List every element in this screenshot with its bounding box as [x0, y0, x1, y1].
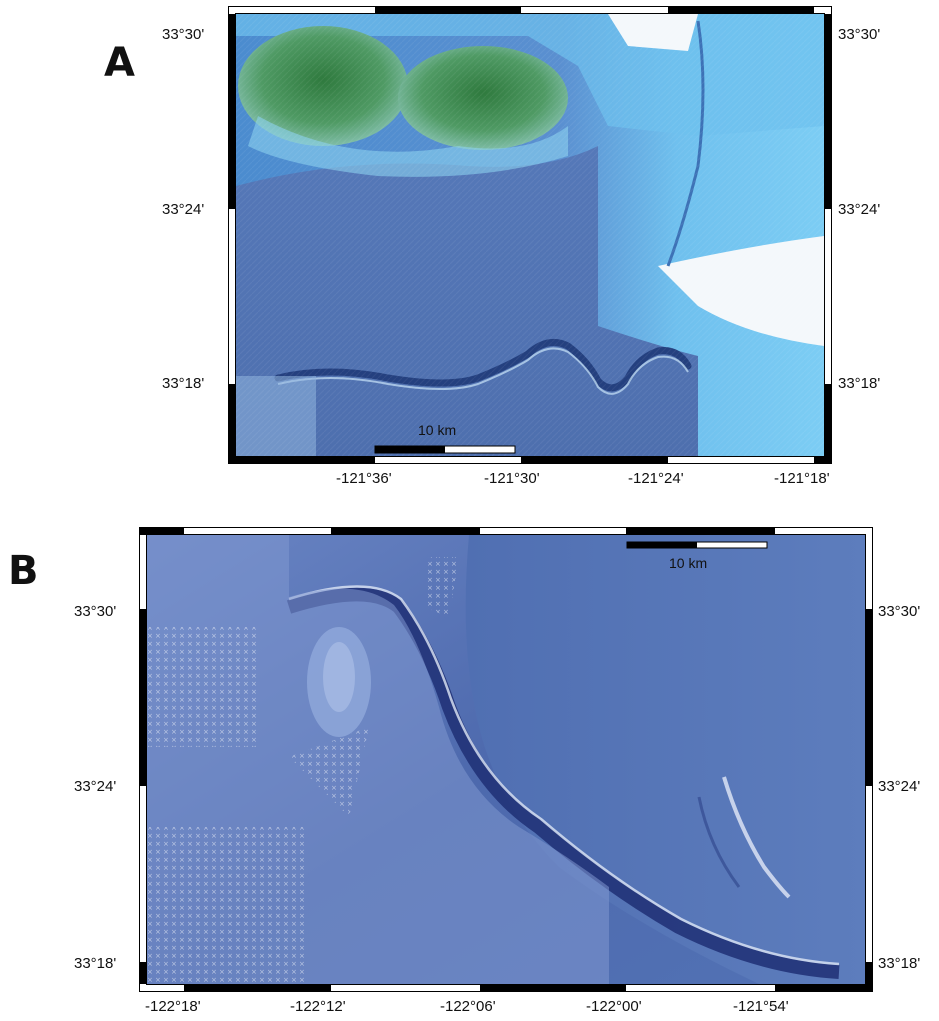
lat-tick-b-left-1: 33°30'	[74, 603, 117, 620]
lat-tick-b-right-2: 33°24'	[878, 778, 921, 795]
panel-a-label: A	[104, 40, 135, 86]
lon-tick-a-4: -121°18'	[774, 470, 830, 487]
lat-tick-a-left-3: 33°18'	[162, 375, 205, 392]
lon-tick-b-2: -122°12'	[290, 998, 346, 1015]
lat-tick-a-right-2: 33°24'	[838, 201, 881, 218]
lat-tick-b-left-2: 33°24'	[74, 778, 117, 795]
lat-tick-b-left-3: 33°18'	[74, 955, 117, 972]
lon-tick-b-5: -121°54'	[733, 998, 789, 1015]
lat-tick-a-right-3: 33°18'	[838, 375, 881, 392]
panel-b-label: B	[8, 548, 39, 594]
lon-tick-b-1: -122°18'	[145, 998, 201, 1015]
lon-tick-a-3: -121°24'	[628, 470, 684, 487]
map-panel-a[interactable]: 10 km	[228, 6, 832, 464]
lat-tick-b-right-1: 33°30'	[878, 603, 921, 620]
lon-tick-a-2: -121°30'	[484, 470, 540, 487]
lon-tick-b-3: -122°06'	[440, 998, 496, 1015]
lon-tick-b-4: -122°00'	[586, 998, 642, 1015]
lat-tick-a-left-1: 33°30'	[162, 26, 205, 43]
lat-tick-a-right-1: 33°30'	[838, 26, 881, 43]
lat-tick-b-right-3: 33°18'	[878, 955, 921, 972]
lon-tick-a-1: -121°36'	[336, 470, 392, 487]
scale-bar-label-a: 10 km	[418, 422, 457, 438]
map-panel-b[interactable]: ×	[139, 527, 873, 992]
lat-tick-a-left-2: 33°24'	[162, 201, 205, 218]
scale-bar-label-b: 10 km	[669, 555, 708, 571]
bathymetry-map-b: ×	[139, 527, 873, 992]
bathymetry-map-a	[228, 6, 832, 464]
